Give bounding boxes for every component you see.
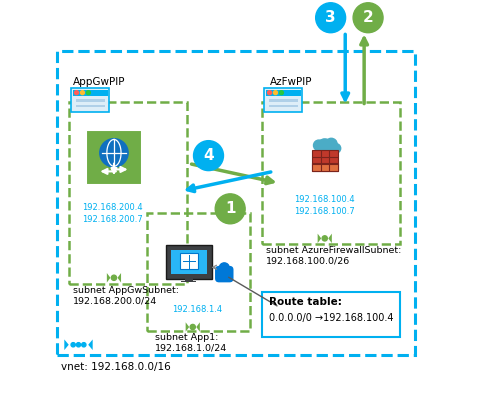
Text: AzFwPIP: AzFwPIP [270, 77, 312, 87]
Circle shape [219, 263, 229, 273]
FancyBboxPatch shape [312, 162, 338, 171]
Circle shape [194, 141, 224, 171]
FancyBboxPatch shape [171, 250, 207, 275]
Text: AppGwPIP: AppGwPIP [73, 77, 125, 87]
Polygon shape [197, 322, 200, 332]
FancyBboxPatch shape [180, 253, 198, 269]
FancyBboxPatch shape [266, 90, 301, 96]
FancyBboxPatch shape [269, 105, 298, 107]
Polygon shape [186, 322, 189, 332]
FancyBboxPatch shape [76, 105, 105, 107]
Circle shape [279, 91, 283, 95]
Circle shape [316, 3, 346, 33]
FancyBboxPatch shape [76, 99, 105, 102]
Circle shape [82, 343, 86, 347]
Text: 0.0.0.0/0 →192.168.100.4: 0.0.0.0/0 →192.168.100.4 [269, 313, 393, 323]
Circle shape [71, 343, 76, 347]
Polygon shape [328, 234, 332, 243]
FancyBboxPatch shape [312, 150, 338, 171]
Circle shape [322, 236, 327, 241]
FancyBboxPatch shape [215, 266, 233, 282]
Text: 192.168.1.4: 192.168.1.4 [172, 305, 222, 314]
Text: 1: 1 [225, 201, 235, 216]
Text: 192.168.100.4: 192.168.100.4 [294, 195, 355, 204]
Text: subnet App1:
192.168.1.0/24: subnet App1: 192.168.1.0/24 [155, 333, 227, 352]
Polygon shape [64, 340, 69, 350]
Circle shape [353, 3, 383, 33]
FancyBboxPatch shape [262, 292, 400, 337]
Circle shape [100, 139, 128, 167]
FancyBboxPatch shape [166, 245, 212, 279]
Circle shape [86, 91, 91, 95]
FancyBboxPatch shape [264, 89, 302, 113]
Circle shape [75, 91, 78, 95]
FancyBboxPatch shape [185, 277, 193, 281]
Polygon shape [118, 273, 121, 282]
Circle shape [273, 91, 277, 95]
Text: Route table:: Route table: [269, 297, 342, 307]
Text: 3: 3 [325, 10, 336, 25]
Text: 192.168.100.7: 192.168.100.7 [294, 207, 355, 216]
Text: subnet AppGwSubnet:
192.168.200.0/24: subnet AppGwSubnet: 192.168.200.0/24 [73, 286, 179, 305]
Polygon shape [88, 340, 92, 350]
Text: 192.168.200.4: 192.168.200.4 [82, 203, 142, 212]
Circle shape [268, 91, 272, 95]
Text: 2: 2 [363, 10, 374, 25]
Text: subnet AzureFirewallSubnet:
192.168.100.0/26: subnet AzureFirewallSubnet: 192.168.100.… [266, 246, 401, 266]
Polygon shape [107, 273, 110, 282]
Circle shape [111, 275, 117, 281]
FancyBboxPatch shape [72, 89, 109, 113]
Text: vnet: 192.168.0.0/16: vnet: 192.168.0.0/16 [61, 362, 170, 372]
Circle shape [318, 139, 332, 154]
Circle shape [80, 91, 84, 95]
Circle shape [76, 343, 81, 347]
Polygon shape [318, 234, 321, 243]
Circle shape [314, 140, 324, 151]
FancyBboxPatch shape [317, 146, 337, 154]
FancyBboxPatch shape [73, 90, 108, 96]
FancyBboxPatch shape [181, 281, 197, 282]
Circle shape [190, 324, 196, 330]
Text: 4: 4 [203, 148, 214, 163]
FancyBboxPatch shape [269, 99, 298, 102]
Text: 192.168.200.7: 192.168.200.7 [82, 215, 142, 224]
Circle shape [215, 194, 245, 224]
Circle shape [331, 144, 341, 153]
Circle shape [325, 138, 337, 150]
